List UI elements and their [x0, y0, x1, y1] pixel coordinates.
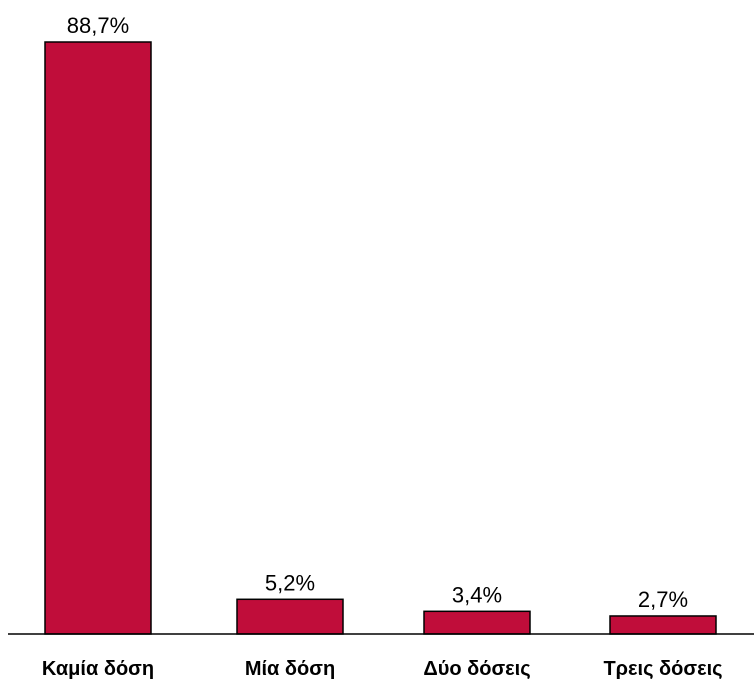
- bar-2: [236, 598, 344, 635]
- value-label-3: 3,4%: [452, 582, 502, 607]
- bars-group: [44, 41, 717, 635]
- bar-3: [423, 610, 531, 635]
- value-label-2: 5,2%: [265, 570, 315, 595]
- category-label-1: Καμία δόση: [42, 658, 154, 680]
- bar-1: [44, 41, 152, 635]
- bar-4: [609, 615, 717, 635]
- category-labels-group: Καμία δόση Μία δόση Δύο δόσεις Τρεις δόσεις: [42, 658, 723, 680]
- category-label-3: Δύο δόσεις: [423, 658, 530, 680]
- category-label-2: Μία δόση: [245, 658, 335, 680]
- value-labels-group: 88,7% 5,2% 3,4% 2,7%: [67, 13, 688, 612]
- value-label-1: 88,7%: [67, 13, 129, 38]
- value-label-4: 2,7%: [638, 587, 688, 612]
- category-label-4: Τρεις δόσεις: [603, 658, 722, 680]
